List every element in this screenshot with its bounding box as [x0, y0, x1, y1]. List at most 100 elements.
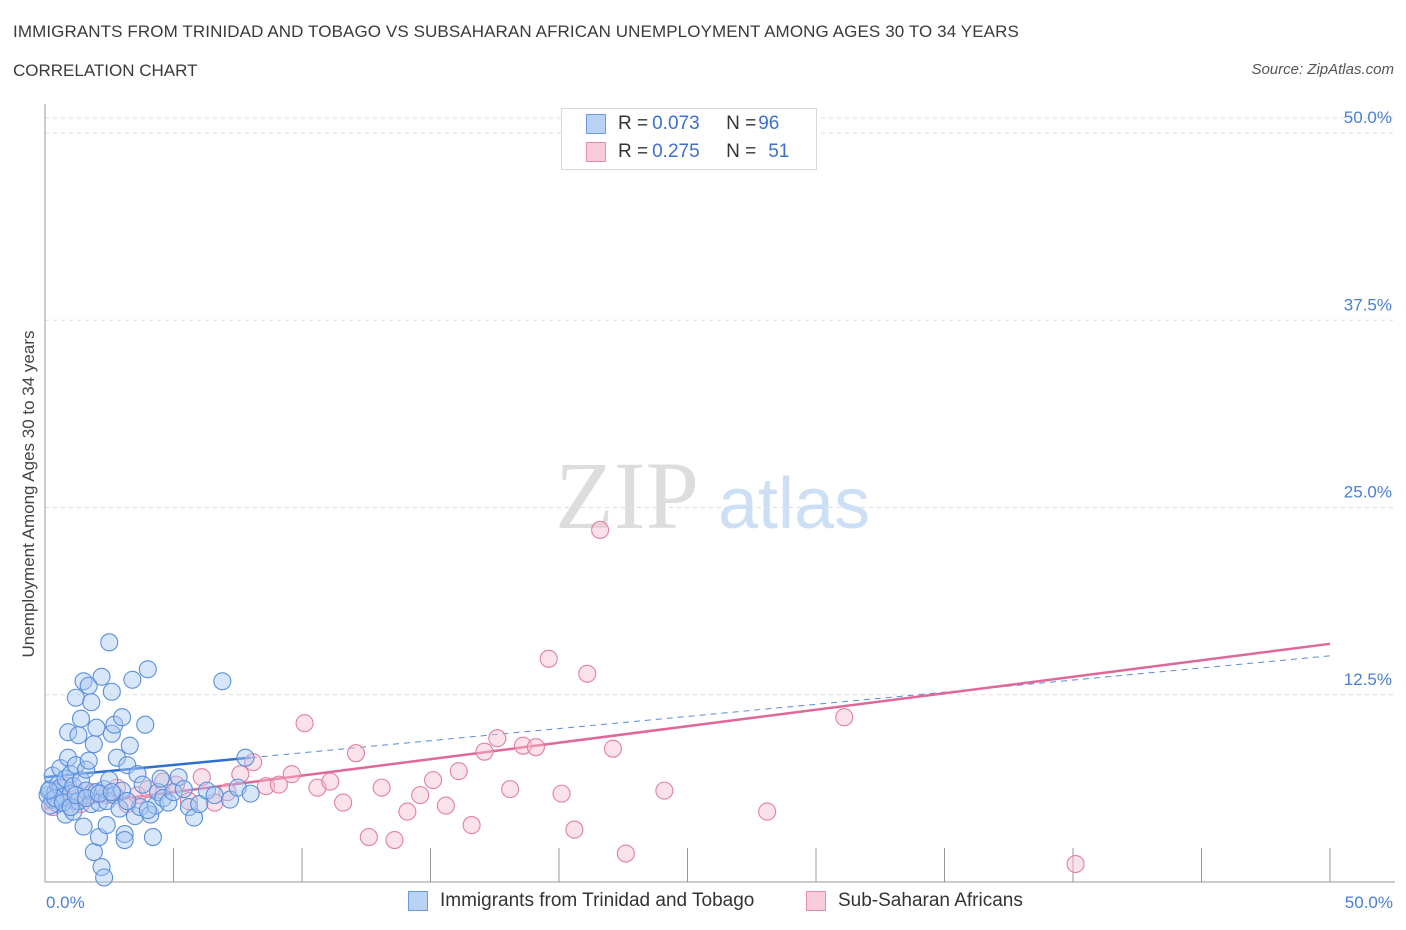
- point-trinidad: [190, 795, 209, 814]
- point-trinidad: [84, 735, 103, 754]
- x-tick-label: 50.0%: [1345, 893, 1393, 912]
- point-trinidad: [159, 793, 178, 812]
- point-trinidad: [87, 718, 106, 737]
- point-trinidad: [97, 816, 116, 835]
- point-trinidad: [143, 828, 162, 847]
- point-subsaharan: [359, 828, 378, 847]
- legend-row-blue: R = 0.073 N = 96: [586, 112, 779, 136]
- point-trinidad: [169, 768, 188, 787]
- point-trinidad: [138, 660, 157, 679]
- point-trinidad: [179, 798, 198, 817]
- point-subsaharan: [501, 780, 520, 799]
- point-trinidad: [185, 808, 204, 827]
- series-swatch-pink: [806, 891, 826, 911]
- point-subsaharan: [578, 664, 597, 683]
- series-legend-item-blue: Immigrants from Trinidad and Tobago: [408, 890, 754, 912]
- point-trinidad: [241, 784, 260, 803]
- source-label: Source: ZipAtlas.com: [1251, 61, 1394, 78]
- point-subsaharan: [192, 768, 211, 787]
- point-trinidad: [133, 775, 152, 794]
- point-subsaharan: [398, 802, 417, 821]
- point-trinidad: [110, 799, 129, 818]
- point-subsaharan: [552, 784, 571, 803]
- legend-row-pink: R = 0.275 N = 51: [586, 140, 789, 164]
- legend-n-label: N =: [726, 141, 757, 162]
- tick-labels: 12.5% 25.0% 37.5% 50.0% 0.0% 50.0%: [46, 108, 1393, 912]
- point-subsaharan: [449, 762, 468, 781]
- point-subsaharan: [616, 844, 635, 863]
- point-trinidad: [92, 857, 111, 877]
- point-trinidad: [113, 708, 132, 727]
- trend-line-blue-dashed: [250, 655, 1331, 759]
- point-subsaharan: [346, 744, 366, 763]
- point-trinidad: [66, 786, 85, 805]
- watermark-atlas: atlas: [718, 464, 870, 544]
- legend-n-label: N =: [726, 113, 757, 134]
- point-trinidad: [71, 709, 91, 728]
- point-subsaharan: [231, 765, 250, 784]
- point-trinidad: [236, 748, 255, 767]
- point-subsaharan: [295, 714, 314, 733]
- series-label: Immigrants from Trinidad and Tobago: [440, 890, 755, 911]
- point-trinidad: [95, 868, 114, 887]
- point-trinidad: [115, 825, 134, 844]
- point-trinidad: [118, 792, 137, 811]
- y-axis-label: Unemployment Among Ages 30 to 34 years: [19, 331, 38, 658]
- point-subsaharan: [321, 772, 340, 791]
- series-swatch-blue: [408, 891, 428, 911]
- point-trinidad: [138, 801, 157, 820]
- point-trinidad: [74, 817, 93, 836]
- point-subsaharan: [1066, 854, 1085, 874]
- point-trinidad: [128, 765, 147, 784]
- point-subsaharan: [475, 742, 494, 761]
- point-subsaharan: [835, 708, 854, 727]
- point-trinidad: [84, 842, 103, 862]
- point-trinidad: [105, 715, 124, 734]
- point-trinidad: [136, 715, 155, 734]
- point-subsaharan: [591, 520, 610, 540]
- point-trinidad: [79, 751, 98, 770]
- y-tick-label: 50.0%: [1344, 108, 1392, 127]
- point-subsaharan: [411, 786, 430, 805]
- point-subsaharan: [462, 816, 481, 835]
- point-trinidad: [102, 682, 121, 701]
- chart-subtitle: CORRELATION CHART: [13, 61, 198, 80]
- chart-title: IMMIGRANTS FROM TRINIDAD AND TOBAGO VS S…: [13, 22, 1019, 41]
- point-trinidad: [115, 831, 134, 850]
- legend-swatch-blue: [586, 114, 606, 134]
- y-tick-label: 12.5%: [1344, 670, 1392, 689]
- point-trinidad: [205, 786, 224, 805]
- point-trinidad: [107, 748, 127, 767]
- legend-r-label: R =: [618, 141, 649, 162]
- point-trinidad: [82, 795, 101, 814]
- point-subsaharan: [526, 738, 545, 757]
- point-subsaharan: [488, 729, 507, 748]
- series-legend-item-pink: Sub-Saharan Africans: [806, 890, 1023, 912]
- point-subsaharan: [269, 775, 288, 794]
- point-subsaharan: [179, 792, 198, 811]
- legend-n-value: 51: [768, 141, 790, 162]
- series-label: Sub-Saharan Africans: [838, 890, 1023, 911]
- point-trinidad: [51, 759, 70, 778]
- point-trinidad: [118, 756, 137, 775]
- y-tick-label: 37.5%: [1344, 295, 1392, 314]
- point-subsaharan: [372, 778, 391, 797]
- point-subsaharan: [385, 831, 404, 850]
- point-trinidad: [59, 723, 78, 742]
- point-trinidad: [92, 667, 111, 686]
- gridlines: [45, 117, 1395, 696]
- point-subsaharan: [424, 771, 443, 790]
- point-subsaharan: [655, 781, 674, 800]
- watermark: ZIP atlas: [555, 442, 870, 549]
- point-trinidad: [102, 783, 121, 802]
- point-trinidad: [123, 670, 142, 689]
- data-points: [38, 126, 1085, 887]
- point-trinidad: [69, 726, 88, 745]
- point-subsaharan: [334, 793, 353, 812]
- point-trinidad: [66, 688, 85, 707]
- point-trinidad: [82, 693, 101, 712]
- x-tick-label: 0.0%: [46, 893, 85, 912]
- point-subsaharan: [603, 739, 623, 758]
- point-trinidad: [151, 769, 170, 788]
